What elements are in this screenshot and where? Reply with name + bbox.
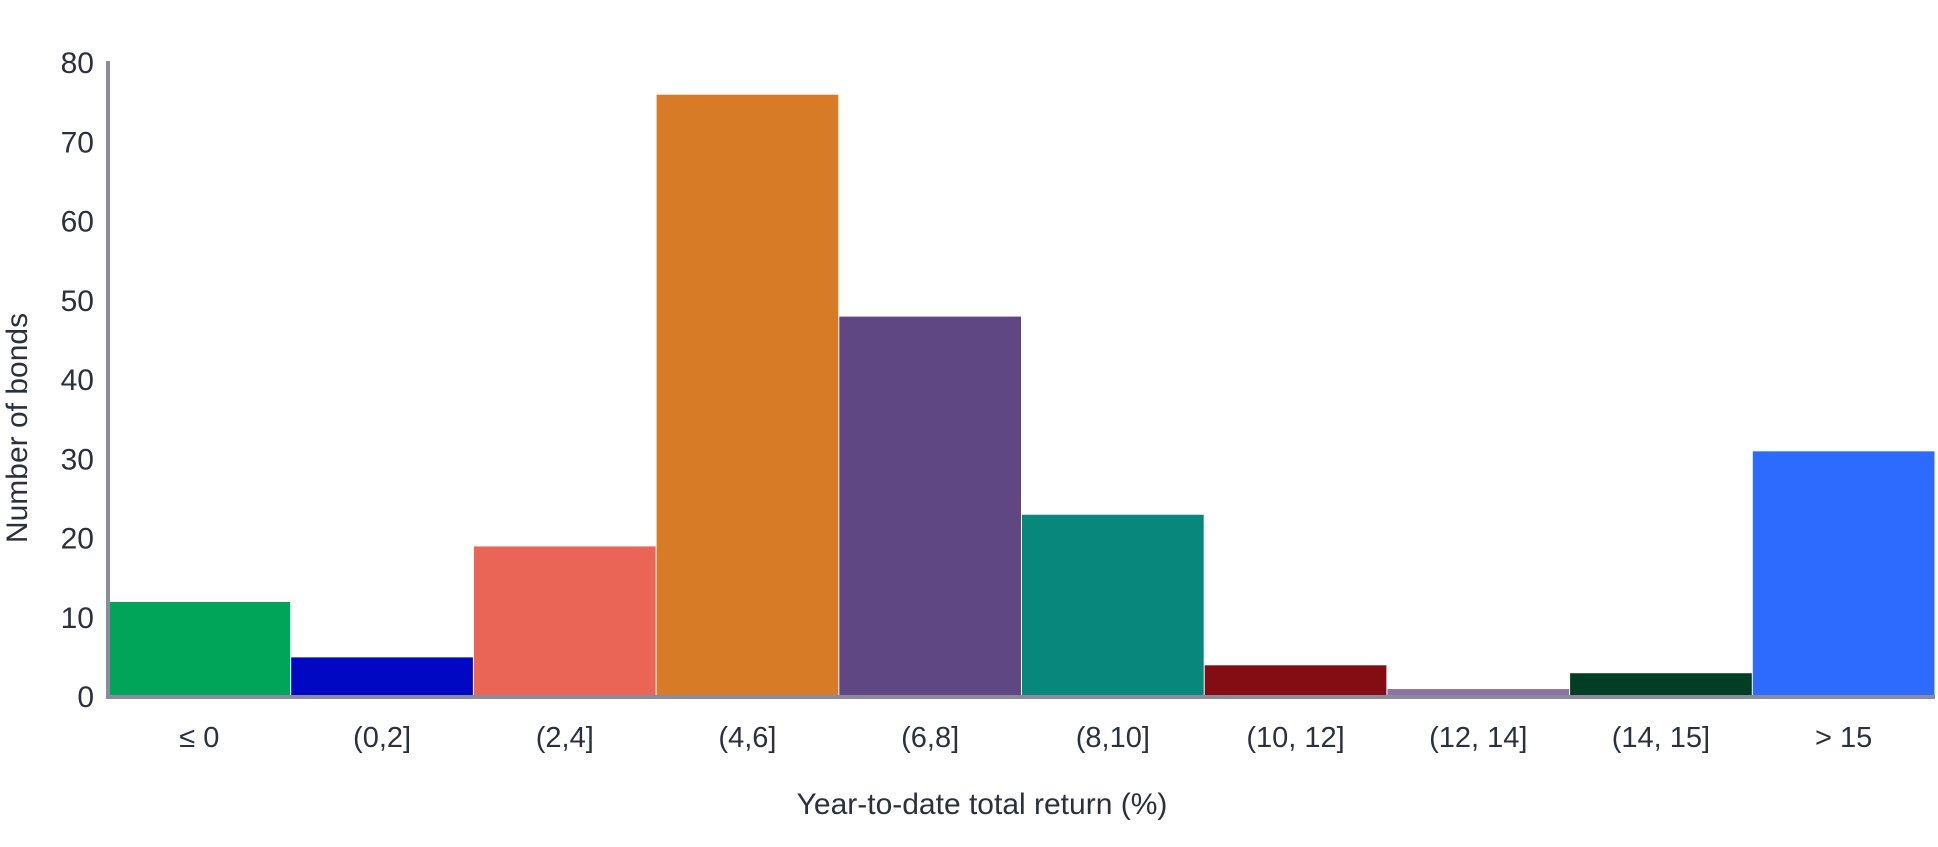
bar	[1570, 673, 1752, 697]
bar	[108, 601, 291, 697]
x-tick-label: (6,8]	[901, 722, 959, 754]
y-tick-label: 0	[77, 681, 94, 714]
y-axis-ticks: 0 10 20 30 40 50 60 70 80	[61, 47, 94, 714]
x-axis-label: Year-to-date total return (%)	[797, 788, 1168, 821]
y-tick-label: 20	[61, 523, 94, 556]
bars	[108, 94, 1935, 697]
bar	[839, 316, 1021, 697]
x-tick-label: > 15	[1815, 722, 1872, 754]
bar	[1752, 451, 1935, 697]
y-tick-label: 10	[61, 602, 94, 635]
x-tick-label: (4,6]	[718, 722, 776, 754]
x-tick-label: (10, 12]	[1246, 722, 1344, 754]
bar	[1387, 689, 1570, 697]
y-tick-label: 30	[61, 443, 94, 476]
y-axis-label: Number of bonds	[1, 313, 34, 543]
bar	[656, 94, 839, 697]
x-axis-ticks: ≤ 0 (0,2] (2,4] (4,6] (6,8] (8,10] (10, 12] (12…	[179, 722, 1872, 754]
x-tick-label: (2,4]	[536, 722, 594, 754]
bar	[291, 657, 473, 697]
y-tick-label: 50	[61, 285, 94, 318]
x-tick-label: (12, 14]	[1429, 722, 1527, 754]
bar	[473, 546, 656, 697]
x-tick-label: (0,2]	[353, 722, 411, 754]
bar	[1204, 665, 1387, 697]
bar	[1022, 514, 1204, 697]
y-tick-label: 70	[61, 126, 94, 159]
y-tick-label: 80	[61, 47, 94, 80]
x-tick-label: ≤ 0	[179, 722, 219, 754]
y-tick-label: 60	[61, 206, 94, 239]
y-tick-label: 40	[61, 364, 94, 397]
x-tick-label: (8,10]	[1076, 722, 1150, 754]
x-tick-label: (14, 15]	[1612, 722, 1710, 754]
